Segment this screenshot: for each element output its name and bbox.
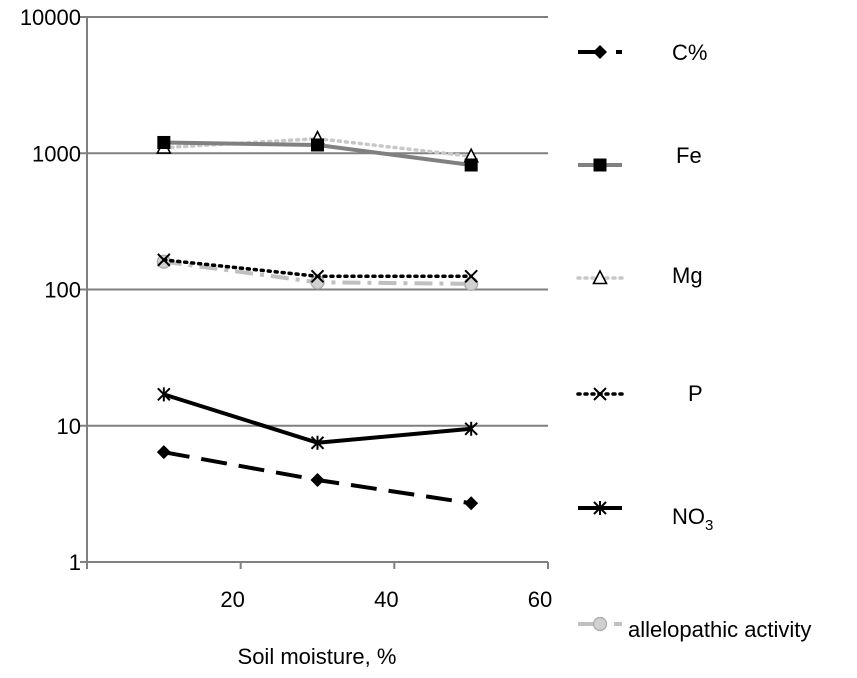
data-point-fe <box>311 138 324 152</box>
x-axis-label: Soil moisture, % <box>238 644 397 669</box>
series-p <box>157 253 478 284</box>
y-tick-label: 100 <box>44 278 81 303</box>
data-point-no3 <box>157 387 171 402</box>
legend-swatch-marker <box>592 269 608 285</box>
legend-entry-fe: Fe <box>578 143 702 172</box>
data-point-p <box>157 253 171 267</box>
data-point-p <box>464 269 478 284</box>
legend-label: NO3 <box>672 504 713 534</box>
legend-swatch-marker <box>593 387 607 401</box>
legend-label: Mg <box>672 263 703 288</box>
legend-entry-c: C% <box>578 40 707 65</box>
data-point-allelopathic-activity <box>464 276 479 291</box>
series-fe <box>157 135 478 172</box>
legend-entry-no3: NO3 <box>578 501 713 534</box>
data-point-fe <box>157 135 171 149</box>
grid-layer <box>87 16 548 427</box>
legend-label: allelopathic activity <box>628 617 811 642</box>
legend-label: Fe <box>676 143 702 168</box>
data-point-c <box>464 496 479 511</box>
series-layer <box>156 129 479 511</box>
legend-swatch-marker <box>592 616 608 632</box>
data-point-no3 <box>464 421 478 436</box>
y-tick-label: 10000 <box>20 5 81 30</box>
x-tick-label: 60 <box>528 587 552 612</box>
data-point-allelopathic-activity <box>156 254 171 269</box>
data-point-p <box>310 269 325 284</box>
legend-label: P <box>688 381 703 406</box>
axis-layer: 1 10 100 1000 10000 20 40 60 <box>20 5 552 612</box>
legend-entry-p: P <box>576 381 703 406</box>
series-line-no3 <box>163 392 472 445</box>
x-tick-label: 20 <box>220 587 244 612</box>
legend-swatch-marker <box>593 158 607 172</box>
series-allelopathic-activity <box>156 254 479 291</box>
data-point-c <box>310 472 325 487</box>
series-no3 <box>157 387 478 450</box>
legend-swatch-marker <box>593 45 607 59</box>
legend-entry-allelopathic-activity: allelopathic activity <box>578 616 811 642</box>
legend-label: C% <box>672 40 707 65</box>
data-point-no3 <box>310 435 325 450</box>
legend-swatch-marker <box>593 501 607 515</box>
series-c <box>156 445 479 511</box>
x-tick-label: 40 <box>374 587 398 612</box>
y-tick-label: 1 <box>69 550 81 575</box>
y-tick-label: 1000 <box>32 141 81 166</box>
y-tick-label: 10 <box>57 414 81 439</box>
data-point-fe <box>464 158 478 172</box>
data-point-c <box>156 445 171 460</box>
legend-entry-mg: Mg <box>576 263 703 288</box>
legend: C% Fe Mg P NO3 allelopathic activity <box>576 40 811 642</box>
